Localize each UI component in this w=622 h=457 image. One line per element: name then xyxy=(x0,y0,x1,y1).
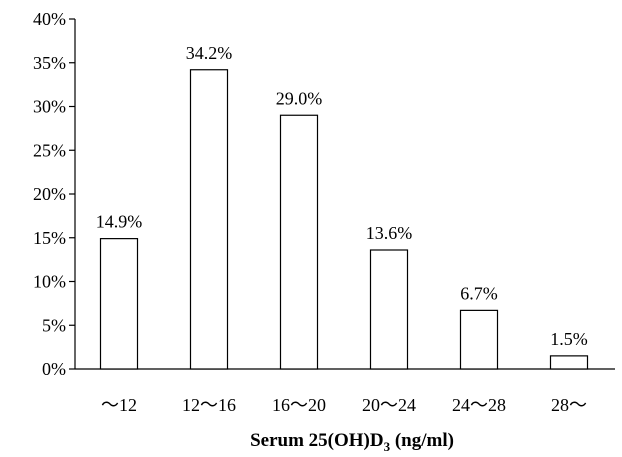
x-tick-label: ～12 xyxy=(101,395,137,415)
y-tick-label: 35% xyxy=(33,53,66,73)
bar xyxy=(459,309,499,370)
bar xyxy=(369,249,409,370)
x-axis-ticks: ～12 12～16 16～20 20～24 24～28 28～ xyxy=(101,395,587,415)
x-tick-label: 20～24 xyxy=(362,395,416,415)
bar xyxy=(549,355,589,370)
y-tick-label: 15% xyxy=(33,228,66,248)
bar-data-label: 6.7% xyxy=(460,283,498,303)
y-tick-label: 0% xyxy=(42,359,66,379)
bar-data-label: 14.9% xyxy=(96,212,143,232)
bar xyxy=(189,69,229,370)
bar-data-label: 1.5% xyxy=(550,329,588,349)
x-tick-label: 24～28 xyxy=(452,395,506,415)
bar-data-label: 13.6% xyxy=(366,223,413,243)
x-axis-title: Serum 25(OH)D3 (ng/ml) xyxy=(250,430,454,454)
y-tick-label: 10% xyxy=(33,272,66,292)
bar xyxy=(99,238,139,370)
bar-data-label: 29.0% xyxy=(276,88,323,108)
bar xyxy=(279,114,319,370)
bar-series: 14.9% 34.2% 29.0% 13.6% 6.7% 1.5% xyxy=(96,43,589,370)
y-tick-label: 20% xyxy=(33,184,66,204)
y-tick-label: 5% xyxy=(42,315,66,335)
bar-data-label: 34.2% xyxy=(186,43,233,63)
y-tick-label: 40% xyxy=(33,9,66,29)
x-tick-label: 16～20 xyxy=(272,395,326,415)
x-tick-label: 12～16 xyxy=(182,395,236,415)
y-tick-label: 30% xyxy=(33,97,66,117)
x-tick-label: 28～ xyxy=(551,395,587,415)
y-tick-label: 25% xyxy=(33,140,66,160)
x-axis-title-subscript: 3 xyxy=(384,439,391,454)
y-axis-ticks: 0% 5% 10% 15% 20% 25% 30% 35% 40% xyxy=(33,9,75,379)
